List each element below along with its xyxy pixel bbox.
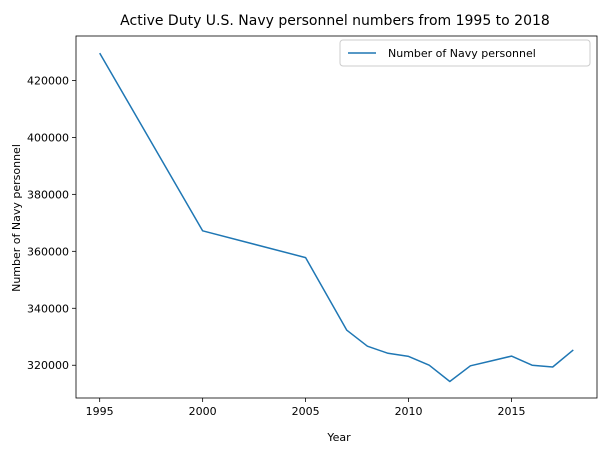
y-tick-label: 320000 [27,359,69,372]
y-tick-label: 380000 [27,188,69,201]
y-tick-label: 360000 [27,245,69,258]
plot-frame [75,35,598,399]
series-line-0 [99,52,574,383]
x-tick-label: 2010 [395,405,423,418]
y-tick-label: 400000 [27,131,69,144]
y-tick-label: 420000 [27,74,69,87]
legend-label: Number of Navy personnel [388,47,536,60]
y-tick-label: 340000 [27,302,69,315]
x-tick-label: 2000 [189,405,217,418]
plot-area: 1995 2000 2005 2010 2015 320000 340000 360000 38… [27,35,598,418]
y-axis-label: Number of Navy personnel [10,144,23,292]
x-tick-label: 2005 [292,405,320,418]
legend-box [339,39,591,67]
x-axis-label: Year [326,431,351,444]
chart-title: Active Duty U.S. Navy personnel numbers … [120,13,550,29]
x-tick-label: 1995 [86,405,114,418]
x-tick-label: 2015 [498,405,526,418]
